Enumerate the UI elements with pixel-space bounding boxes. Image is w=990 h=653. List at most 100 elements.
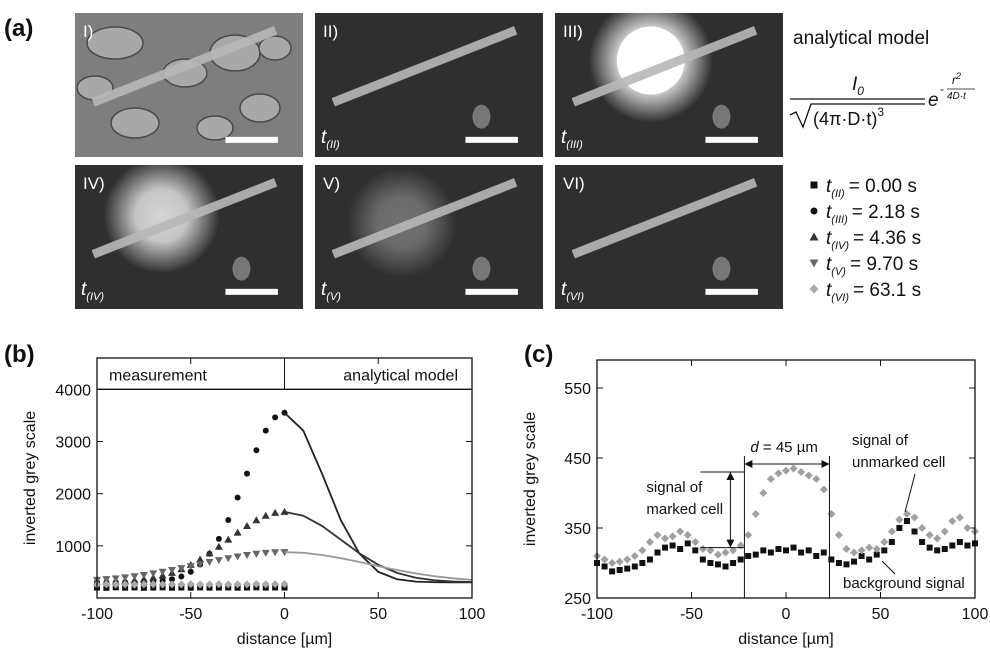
data-point	[760, 547, 767, 554]
data-point	[676, 527, 685, 536]
data-point	[940, 527, 949, 536]
legend-label: t(IV) = 4.36 s	[826, 228, 921, 252]
data-point	[111, 575, 120, 583]
data-point	[233, 553, 242, 561]
scale-bar	[225, 136, 278, 143]
data-point	[887, 527, 896, 536]
cell-blob	[472, 104, 491, 129]
data-point	[683, 531, 692, 539]
radicand-power: 3	[877, 105, 884, 119]
time-symbol: t	[321, 279, 327, 300]
time-symbol: t	[561, 279, 567, 300]
x-axis-label: distance [µm]	[237, 631, 332, 648]
data-point	[956, 539, 963, 545]
data-point	[751, 510, 760, 518]
cell-blob	[472, 256, 491, 281]
profile-line	[571, 26, 758, 107]
data-point	[699, 556, 706, 563]
cell	[196, 115, 234, 141]
data-point	[744, 531, 753, 539]
data-point	[645, 538, 654, 546]
data-point	[782, 466, 790, 475]
time-symbol: t	[321, 127, 327, 148]
annotation: unmarked cell	[852, 454, 945, 471]
x-tick-label: -100	[581, 606, 613, 623]
legend-label: t(II) = 0.00 s	[826, 176, 917, 200]
data-point	[925, 531, 934, 539]
image-label: I)	[83, 22, 93, 41]
data-point	[169, 576, 175, 583]
annotation: marked cell	[646, 501, 723, 518]
image-label: VI)	[563, 174, 585, 193]
data-point	[616, 567, 623, 573]
formula-base: e	[928, 90, 939, 111]
legend-sub: (VI)	[831, 292, 849, 304]
data-point	[737, 556, 744, 563]
data-point	[177, 580, 186, 589]
exp-num-power: 2	[955, 71, 961, 81]
time-sub: (III)	[566, 139, 583, 151]
legend-symbol: t	[826, 202, 832, 223]
data-point	[177, 565, 186, 573]
annotation: analytical model	[343, 367, 458, 384]
plot-frame	[96, 357, 473, 599]
data-point	[865, 543, 874, 552]
data-point	[623, 555, 632, 564]
micrograph: V) t(V)	[315, 165, 543, 309]
data-point	[121, 574, 130, 582]
cell	[258, 35, 292, 61]
data-point	[149, 570, 158, 578]
data-point	[691, 538, 700, 546]
data-point	[955, 513, 964, 522]
legend-sub: (IV)	[831, 240, 849, 252]
data-point	[797, 468, 806, 476]
data-point	[888, 539, 895, 545]
x-tick-label: 100	[962, 606, 989, 623]
scale-bar	[465, 288, 518, 295]
time-sub: (VI)	[566, 291, 584, 303]
data-point	[843, 561, 850, 568]
pointer	[881, 560, 896, 575]
data-point	[835, 560, 842, 566]
data-point	[827, 510, 836, 518]
data-point	[783, 547, 789, 554]
legend-label: t(VI) = 63.1 s	[826, 280, 921, 304]
data-point	[919, 539, 926, 545]
data-point	[669, 542, 676, 549]
cell	[110, 107, 160, 139]
time-sub: (II)	[326, 139, 340, 151]
image-label: V)	[323, 174, 340, 193]
data-point	[233, 528, 242, 536]
data-point	[139, 571, 148, 579]
data-point	[244, 470, 250, 477]
cell-blob	[232, 256, 251, 281]
data-point	[139, 580, 148, 589]
y-tick-label: 450	[564, 451, 591, 468]
data-point	[615, 557, 624, 566]
data-point	[819, 485, 828, 494]
data-point	[722, 563, 729, 570]
data-point	[600, 555, 609, 564]
radicand: (4π·D·t)	[813, 109, 877, 129]
data-point	[964, 542, 971, 549]
legend-text: = 0.00 s	[849, 176, 917, 197]
data-point	[215, 535, 222, 542]
data-point	[880, 538, 889, 546]
data-point	[601, 563, 608, 570]
x-axis-label: distance [µm]	[738, 631, 833, 648]
formula-radicand: (4π·D·t)3	[813, 105, 884, 129]
legend-marker	[810, 207, 818, 215]
data-point	[205, 580, 214, 589]
data-point	[608, 559, 617, 567]
legend-marker	[810, 181, 818, 189]
data-point	[866, 556, 873, 563]
distance-text: = 45 µm	[759, 439, 818, 456]
profile-line	[571, 178, 758, 259]
data-point	[253, 447, 260, 454]
y-tick-label: 250	[564, 591, 591, 608]
data-point	[102, 580, 111, 589]
data-point	[662, 544, 669, 551]
data-point	[963, 524, 972, 532]
data-point	[745, 553, 752, 559]
annotation: measurement	[109, 367, 207, 384]
